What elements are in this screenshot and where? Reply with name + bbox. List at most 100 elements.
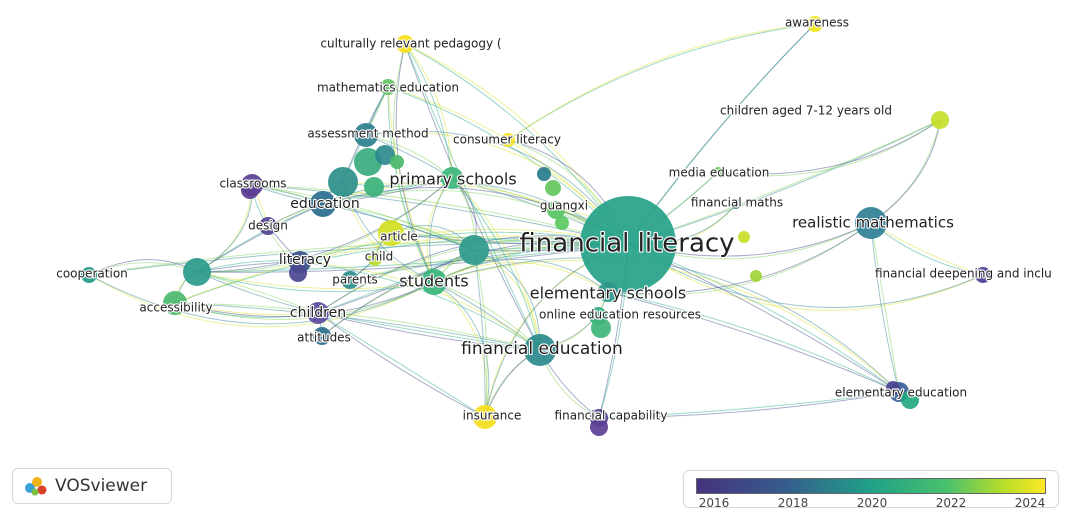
node-cluster-e[interactable] bbox=[390, 155, 404, 169]
node-financial-literacy[interactable] bbox=[580, 196, 676, 292]
label-accessibility[interactable]: accessibility bbox=[138, 299, 213, 315]
node-parents[interactable] bbox=[341, 271, 359, 289]
network-link bbox=[322, 177, 453, 205]
node-small-yellow[interactable] bbox=[738, 231, 750, 243]
network-link bbox=[196, 271, 319, 314]
node-attitudes[interactable] bbox=[313, 327, 331, 345]
label-assessment-method[interactable]: assessment method bbox=[306, 125, 429, 141]
label-financial-education[interactable]: financial education bbox=[460, 338, 624, 360]
network-link bbox=[404, 43, 541, 351]
network-link bbox=[627, 243, 984, 311]
node-accessibility[interactable] bbox=[163, 291, 187, 315]
network-link bbox=[433, 259, 900, 393]
label-children-aged[interactable]: children aged 7-12 years old bbox=[719, 102, 893, 118]
node-financial-deepening[interactable] bbox=[975, 267, 991, 283]
node-small-green-b[interactable] bbox=[555, 216, 569, 230]
node-child[interactable] bbox=[368, 252, 382, 266]
network-link bbox=[196, 271, 435, 290]
network-link bbox=[196, 203, 324, 273]
node-media-education[interactable] bbox=[713, 167, 723, 177]
label-child[interactable]: child bbox=[364, 248, 395, 264]
node-cluster-d[interactable] bbox=[364, 177, 384, 197]
network-link bbox=[251, 184, 475, 251]
node-hub-left[interactable] bbox=[183, 258, 211, 286]
label-children[interactable]: children bbox=[289, 304, 347, 322]
scale-tick-2024: 2024 bbox=[1014, 496, 1046, 510]
vosviewer-logo[interactable]: VOSviewer bbox=[12, 468, 172, 504]
node-culturally-relevant-pedagogy[interactable] bbox=[396, 35, 414, 53]
network-link bbox=[317, 312, 541, 351]
node-cluster-a[interactable] bbox=[328, 167, 358, 197]
label-primary-schools[interactable]: primary schools bbox=[388, 168, 518, 189]
label-article[interactable]: article bbox=[379, 228, 419, 244]
label-classrooms[interactable]: classrooms bbox=[218, 175, 287, 191]
network-link bbox=[88, 274, 435, 328]
network-map[interactable]: financial literacy financial education ele… bbox=[0, 0, 1075, 460]
label-attitudes[interactable]: attitudes bbox=[296, 329, 352, 345]
label-cooperation[interactable]: cooperation bbox=[55, 265, 129, 281]
network-link bbox=[174, 302, 541, 351]
node-article[interactable] bbox=[378, 220, 404, 246]
node-purple-b[interactable] bbox=[289, 264, 307, 282]
label-students[interactable]: students bbox=[398, 270, 470, 291]
node-realistic-mathematics[interactable] bbox=[855, 207, 887, 239]
node-cooperation[interactable] bbox=[81, 267, 97, 283]
label-guangxi[interactable]: guangxi bbox=[539, 197, 589, 213]
node-elementary-schools[interactable] bbox=[598, 282, 618, 302]
node-guangxi[interactable] bbox=[547, 201, 565, 219]
node-awareness[interactable] bbox=[807, 16, 823, 32]
network-link bbox=[174, 302, 319, 316]
label-consumer-literacy[interactable]: consumer literacy bbox=[452, 131, 562, 147]
label-parents[interactable]: parents bbox=[331, 271, 379, 287]
label-financial-literacy[interactable]: financial literacy bbox=[518, 227, 735, 259]
label-insurance[interactable]: insurance bbox=[462, 407, 523, 423]
vosviewer-logo-icon bbox=[25, 477, 47, 496]
label-education[interactable]: education bbox=[289, 195, 361, 213]
node-small-green[interactable] bbox=[545, 180, 561, 196]
label-media-education[interactable]: media education bbox=[668, 164, 771, 180]
node-small-teal[interactable] bbox=[537, 167, 551, 181]
network-link bbox=[88, 274, 435, 325]
network-link bbox=[88, 242, 629, 276]
node-assessment-method[interactable] bbox=[354, 123, 378, 147]
label-design[interactable]: design bbox=[247, 217, 289, 233]
label-literacy[interactable]: literacy bbox=[278, 251, 332, 269]
node-small-green-c[interactable] bbox=[591, 318, 611, 338]
label-financial-deepening[interactable]: financial deepening and inclu bbox=[874, 265, 1053, 281]
network-link bbox=[299, 261, 541, 351]
scale-tick-2016: 2016 bbox=[698, 496, 730, 510]
node-ins-purple[interactable] bbox=[590, 418, 608, 436]
label-financial-capability[interactable]: financial capability bbox=[553, 407, 668, 423]
network-link bbox=[870, 222, 900, 393]
label-culturally-relevant-pedagogy[interactable]: culturally relevant pedagogy ( bbox=[319, 35, 502, 51]
node-financial-education[interactable] bbox=[524, 334, 556, 366]
network-link bbox=[387, 86, 435, 283]
network-link bbox=[322, 177, 453, 205]
node-elem-purple[interactable] bbox=[886, 381, 900, 395]
node-consumer-literacy[interactable] bbox=[501, 133, 515, 147]
node-primary-schools[interactable] bbox=[441, 167, 463, 189]
node-hub-center[interactable] bbox=[459, 235, 489, 265]
node-children-aged[interactable] bbox=[931, 111, 949, 129]
network-link bbox=[598, 391, 900, 419]
label-online-education-resources[interactable]: online education resources bbox=[538, 306, 702, 322]
node-insurance[interactable] bbox=[473, 405, 497, 429]
node-students[interactable] bbox=[421, 269, 447, 295]
node-mathematics-education[interactable] bbox=[380, 79, 396, 95]
label-mathematics-education[interactable]: mathematics education bbox=[316, 79, 460, 95]
node-design[interactable] bbox=[259, 217, 277, 235]
node-education[interactable] bbox=[310, 191, 336, 217]
network-link bbox=[251, 184, 629, 245]
label-elementary-education[interactable]: elementary education bbox=[834, 384, 968, 400]
label-awareness[interactable]: awareness bbox=[784, 14, 850, 30]
network-link bbox=[196, 271, 435, 293]
label-financial-maths[interactable]: financial maths bbox=[690, 194, 784, 210]
node-cluster-c[interactable] bbox=[375, 145, 395, 165]
node-elem-green[interactable] bbox=[901, 391, 919, 409]
node-financial-maths[interactable] bbox=[731, 199, 741, 209]
label-elementary-schools[interactable]: elementary schools bbox=[529, 282, 688, 303]
node-small-yellow-b[interactable] bbox=[750, 270, 762, 282]
node-purple-a[interactable] bbox=[241, 181, 259, 199]
label-realistic-mathematics[interactable]: realistic mathematics bbox=[791, 212, 955, 232]
node-children[interactable] bbox=[307, 302, 329, 324]
